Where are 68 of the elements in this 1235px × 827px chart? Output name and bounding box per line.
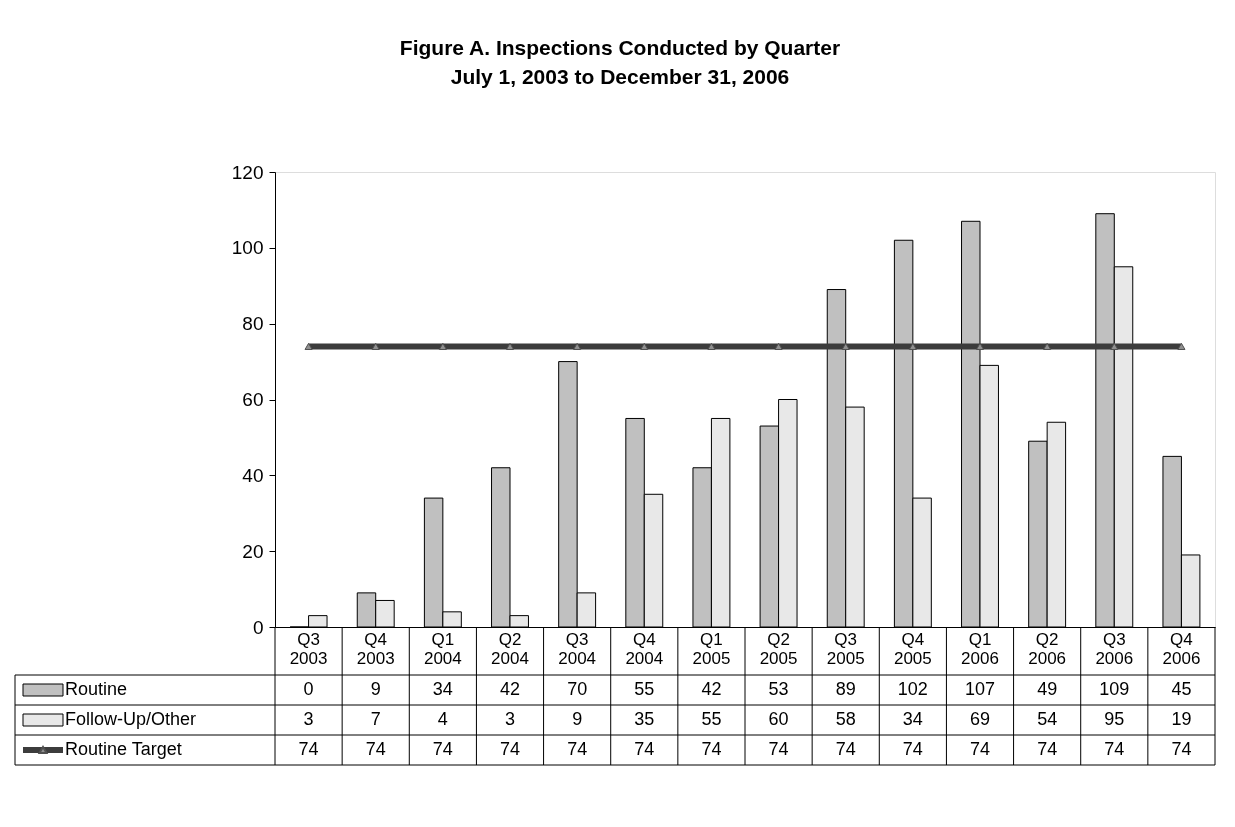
data-label: 74 xyxy=(902,739,923,759)
data-label: 9 xyxy=(370,679,381,699)
data-label: 34 xyxy=(902,709,923,729)
data-label: 19 xyxy=(1171,709,1192,729)
legend-label: Routine xyxy=(65,679,128,699)
x-tick-label: Q4 2004 xyxy=(625,629,664,668)
y-tick-label: 40 xyxy=(242,464,264,486)
data-label: 58 xyxy=(835,709,856,729)
x-tick-label: Q4 2006 xyxy=(1162,629,1201,668)
data-label: 60 xyxy=(768,709,789,729)
data-label: 74 xyxy=(1104,739,1125,759)
chart-title: Figure A. Inspections Conducted by Quarter xyxy=(399,36,841,59)
data-label: 3 xyxy=(504,709,516,729)
data-label: 74 xyxy=(298,739,319,759)
x-tick-label: Q1 2005 xyxy=(692,629,731,668)
data-label: 45 xyxy=(1171,679,1192,699)
data-label: 53 xyxy=(768,679,789,699)
data-label: 74 xyxy=(365,739,386,759)
x-tick-label: Q1 2006 xyxy=(961,629,999,668)
legend-label: Routine Target xyxy=(65,739,182,759)
data-label: 102 xyxy=(897,679,928,699)
data-label: 9 xyxy=(572,709,583,729)
data-label: 89 xyxy=(835,679,856,699)
x-tick-label: Q2 2004 xyxy=(491,629,529,668)
data-label: 69 xyxy=(969,709,991,729)
data-label: 3 xyxy=(303,709,314,729)
y-tick-label: 80 xyxy=(242,313,264,335)
data-label: 109 xyxy=(1099,679,1130,699)
x-tick-label: Q2 2006 xyxy=(1028,629,1067,668)
data-label: 95 xyxy=(1104,709,1125,729)
data-label: 74 xyxy=(701,739,722,759)
data-label: 74 xyxy=(499,739,521,759)
chart-subtitle: July 1, 2003 to December 31, 2006 xyxy=(450,65,790,88)
data-label: 55 xyxy=(701,709,722,729)
data-label: 107 xyxy=(964,679,996,699)
data-label: 34 xyxy=(432,679,453,699)
data-label: 42 xyxy=(499,679,521,699)
data-label: 35 xyxy=(634,709,655,729)
y-tick-label: 100 xyxy=(231,237,264,259)
y-tick-label: 120 xyxy=(231,161,264,183)
data-label: 74 xyxy=(835,739,856,759)
data-label: 55 xyxy=(634,679,655,699)
x-tick-label: Q1 2004 xyxy=(423,629,462,668)
data-label: 70 xyxy=(567,679,588,699)
y-tick-label: 0 xyxy=(252,616,264,638)
data-label: 74 xyxy=(567,739,588,759)
x-tick-label: Q4 2003 xyxy=(356,629,395,668)
y-tick-label: 60 xyxy=(242,389,264,410)
legend-label: Follow-Up/Other xyxy=(65,709,197,729)
data-label: 74 xyxy=(1037,739,1058,759)
x-tick-label: Q4 2005 xyxy=(893,629,932,668)
data-label: 74 xyxy=(432,739,453,759)
x-tick-label: Q3 2003 xyxy=(289,629,328,668)
y-tick-label: 20 xyxy=(242,540,264,562)
x-tick-label: Q3 2004 xyxy=(558,629,597,668)
x-tick-label: Q3 2006 xyxy=(1095,629,1134,668)
x-tick-label: Q3 2005 xyxy=(826,629,865,668)
data-label: 0 xyxy=(303,679,314,699)
data-label: 54 xyxy=(1037,709,1058,729)
data-label: 7 xyxy=(370,709,381,729)
x-tick-label: Q2 2005 xyxy=(759,629,798,668)
data-label: 49 xyxy=(1037,679,1058,699)
data-label: 74 xyxy=(969,739,991,759)
data-label: 42 xyxy=(701,679,722,699)
data-label: 74 xyxy=(1171,739,1192,759)
data-label: 4 xyxy=(437,709,448,729)
data-label: 74 xyxy=(634,739,655,759)
data-label: 74 xyxy=(768,739,789,759)
